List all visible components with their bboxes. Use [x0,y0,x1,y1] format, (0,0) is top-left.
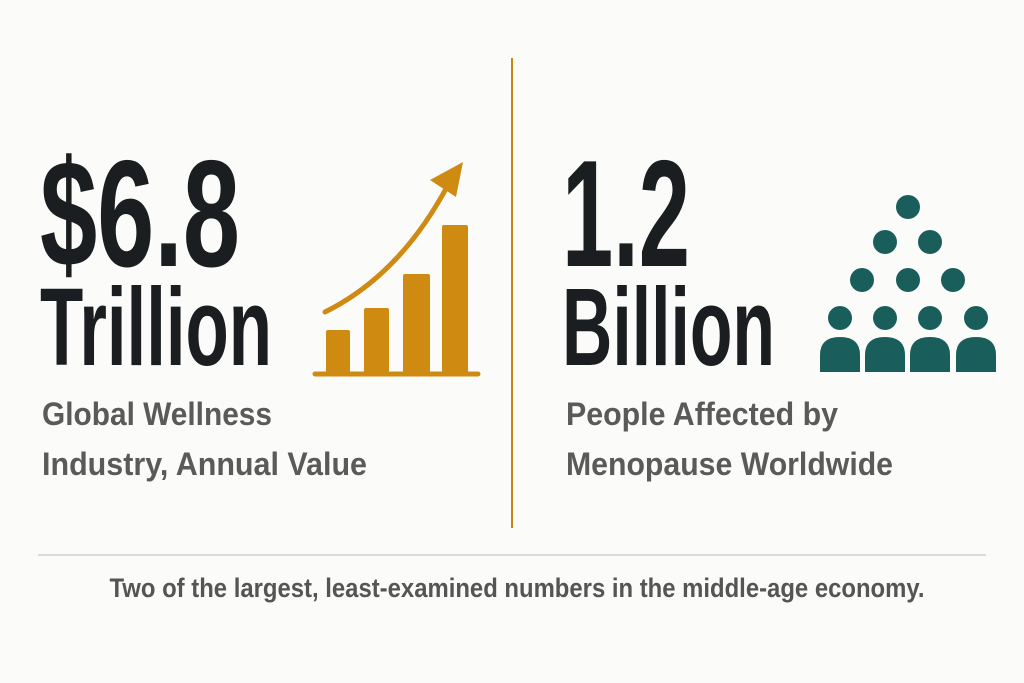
stat-description: Industry, Annual Value [42,446,367,482]
stat-value: $6.8 [40,129,240,299]
people-icon [820,195,996,372]
stat-value: 1.2 [562,129,690,299]
stat-description: People Affected by [566,396,838,432]
stat-unit: Trillion [40,266,272,389]
stat-unit: Billion [562,266,775,389]
footer-caption: Two of the largest, least-examined numbe… [110,573,925,603]
stat-description: Global Wellness [42,396,272,432]
growth-icon [312,162,481,377]
stat-description: Menopause Worldwide [566,446,893,482]
